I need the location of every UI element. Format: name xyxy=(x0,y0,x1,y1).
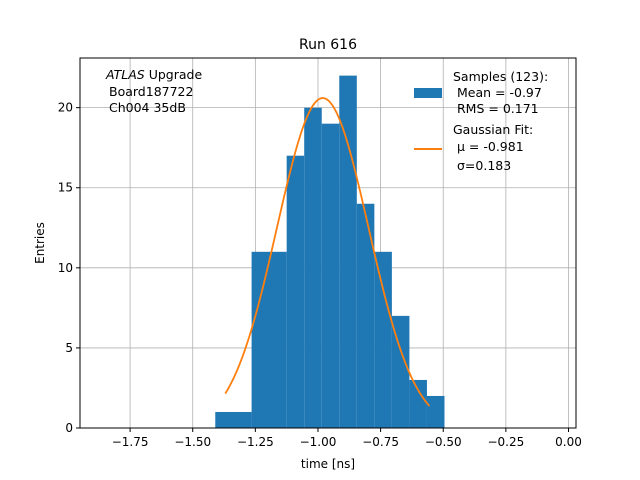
histogram-bar xyxy=(426,395,445,428)
x-tick-label: −1.25 xyxy=(237,435,274,449)
annotation-line-2: Board187722 xyxy=(109,84,193,99)
histogram-bar xyxy=(321,123,340,429)
plot-frame xyxy=(79,57,577,429)
histogram-bar xyxy=(356,203,375,428)
legend-histogram-rms: RMS = 0.171 xyxy=(457,101,539,116)
legend-fit-mu: μ = -0.981 xyxy=(457,139,524,154)
histogram-bar xyxy=(339,75,357,428)
y-tick-label: 20 xyxy=(58,101,73,115)
chart-title: Run 616 xyxy=(299,37,357,53)
x-tick-label: −1.50 xyxy=(174,435,211,449)
y-axis-ticks: 0 5 10 15 20 xyxy=(58,101,80,435)
legend-fit-title: Gaussian Fit: xyxy=(453,122,533,137)
x-tick-label: −0.75 xyxy=(362,435,399,449)
annotation-line-1: ATLAS Upgrade xyxy=(105,67,202,82)
y-tick-label: 0 xyxy=(65,421,73,435)
x-tick-label: −1.75 xyxy=(112,435,149,449)
gaussian-fit xyxy=(224,97,431,407)
y-axis-label: Entries xyxy=(33,222,47,264)
y-tick-label: 15 xyxy=(58,181,73,195)
histogram-bar xyxy=(304,107,322,428)
histogram-bar xyxy=(409,379,427,428)
x-tick-label: −0.25 xyxy=(487,435,524,449)
fit-curve xyxy=(224,97,431,407)
x-tick-label: −0.50 xyxy=(425,435,462,449)
y-tick-label: 10 xyxy=(58,261,73,275)
legend-histogram-swatch xyxy=(414,88,442,98)
histogram-bar xyxy=(391,315,410,428)
annotation-line-3: Ch004 35dB xyxy=(109,100,186,115)
histogram-bar xyxy=(374,251,392,428)
y-tick-label: 5 xyxy=(65,341,73,355)
legend-fit-sigma: σ=0.183 xyxy=(457,158,511,173)
x-tick-label: 0.00 xyxy=(555,435,582,449)
annotation-atlas: ATLAS xyxy=(105,67,145,82)
histogram-bar xyxy=(251,251,287,428)
histogram-bar xyxy=(286,155,305,428)
annotation-text: ATLAS Upgrade Board187722 Ch004 35dB xyxy=(105,67,202,115)
legend-histogram-title: Samples (123): xyxy=(453,69,548,84)
x-axis-ticks: −1.75 −1.50 −1.25 −1.00 −0.75 −0.50 −0.25 0.00 xyxy=(112,428,582,449)
annotation-upgrade: Upgrade xyxy=(145,67,203,82)
legend-histogram-mean: Mean = -0.97 xyxy=(457,85,542,100)
legend: Samples (123): Mean = -0.97 RMS = 0.171 … xyxy=(414,69,548,173)
x-axis-label: time [ns] xyxy=(301,457,355,471)
x-tick-label: −1.00 xyxy=(300,435,337,449)
histogram-bar xyxy=(215,411,252,428)
